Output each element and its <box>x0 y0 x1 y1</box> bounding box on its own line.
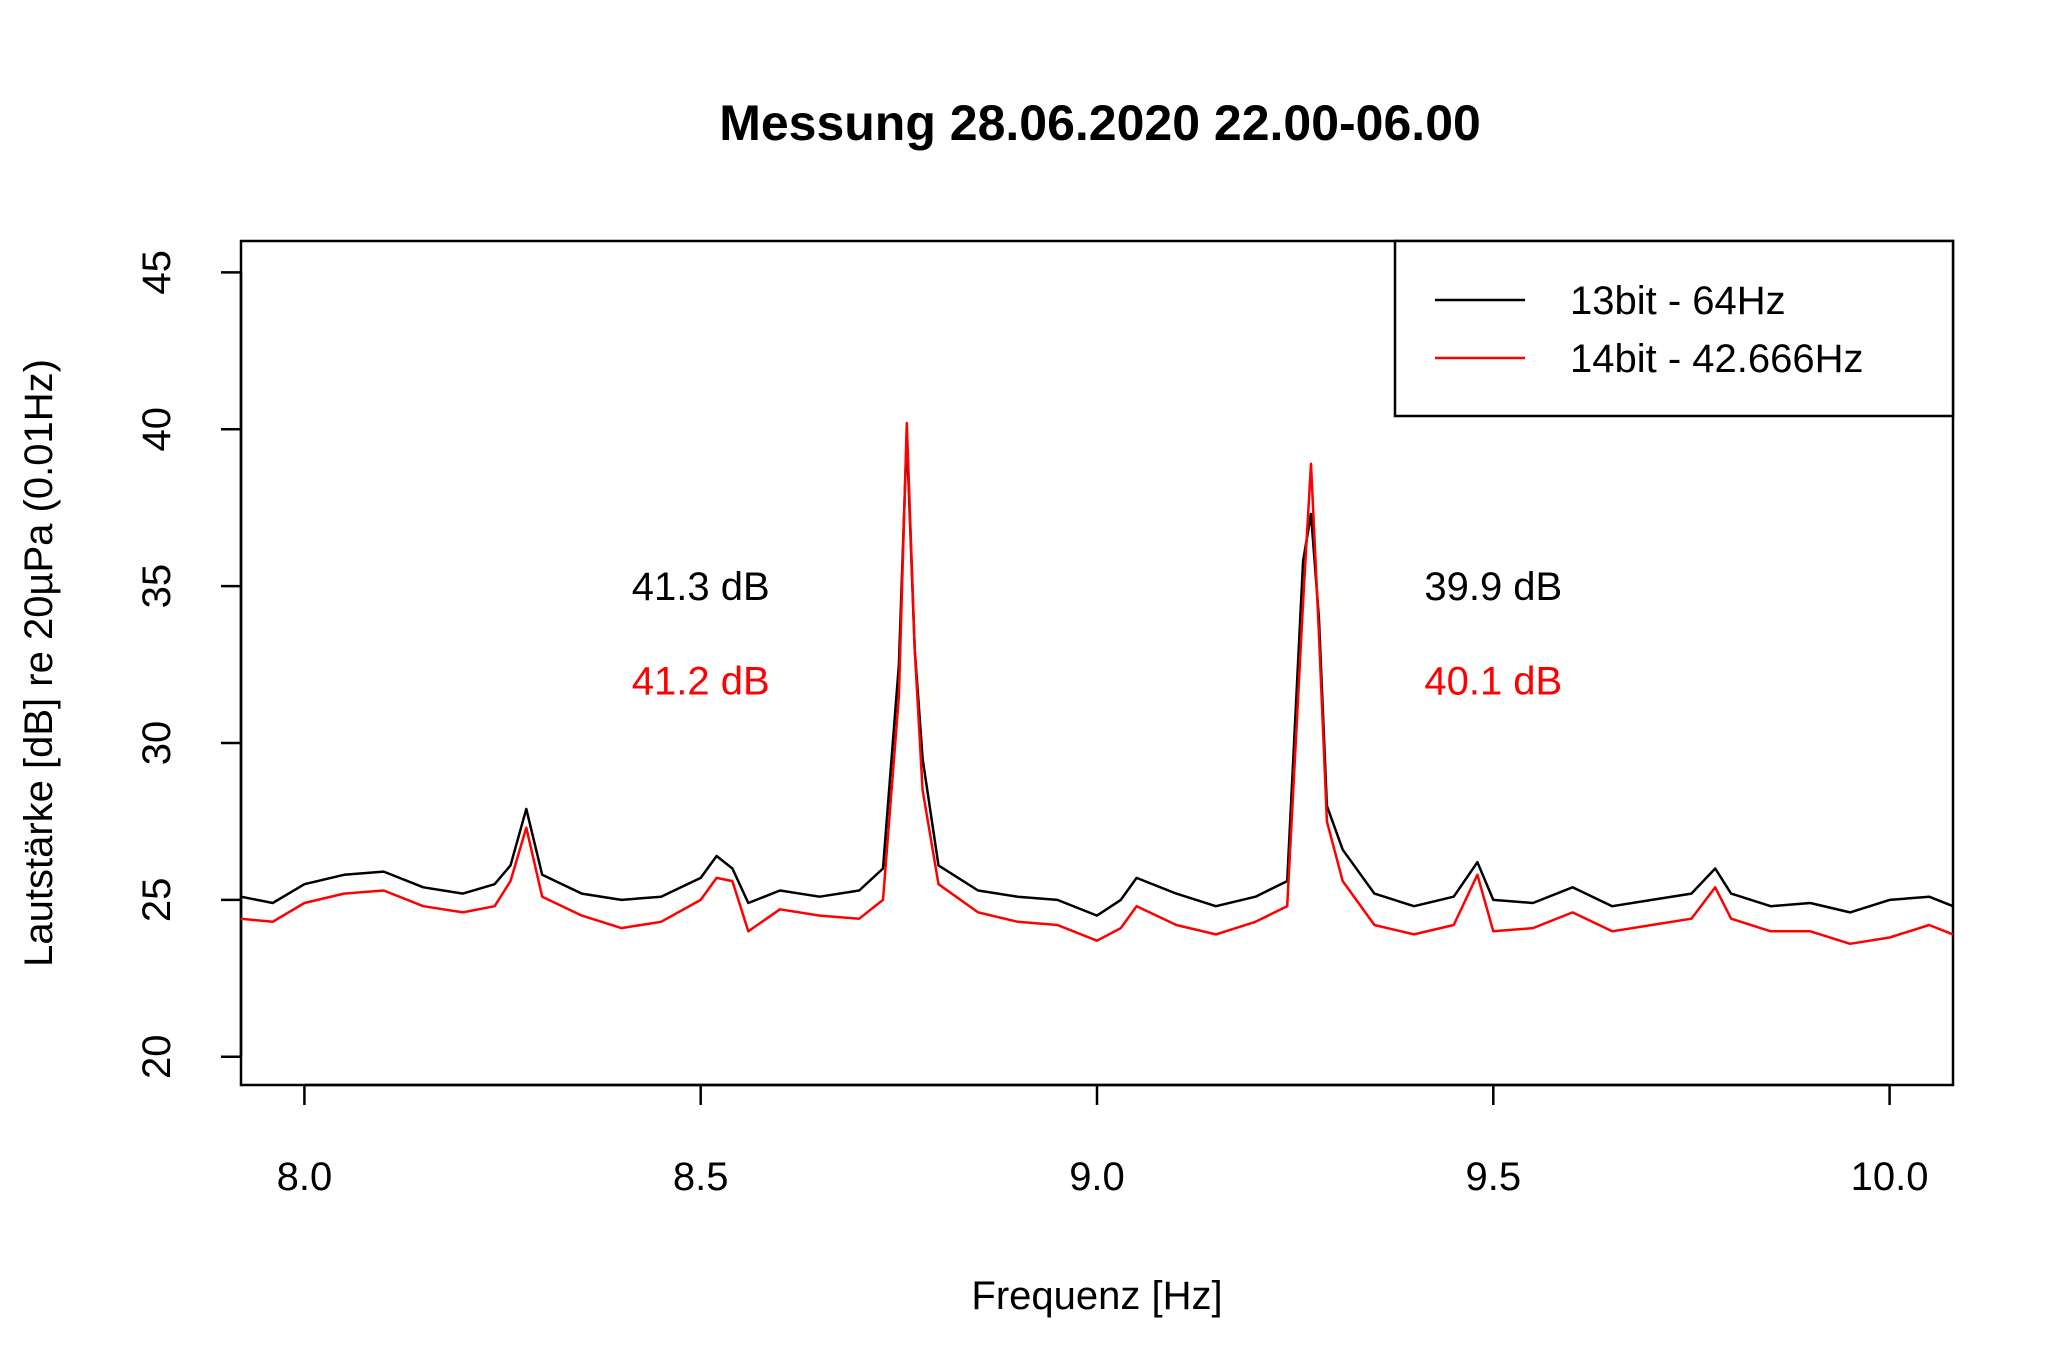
annotation-layer: 41.3 dB 41.2 dB 39.9 dB 40.1 dB <box>632 565 1562 703</box>
x-tick-label: 9.0 <box>1069 1155 1125 1199</box>
series-line-2 <box>240 421 1954 946</box>
x-tick-label: 8.0 <box>277 1155 333 1199</box>
y-tick-label: 30 <box>135 721 179 766</box>
series-layer <box>240 421 1954 946</box>
legend-box <box>1393 239 1955 418</box>
peak-annotation: 41.2 dB <box>632 659 770 703</box>
peak-annotation: 39.9 dB <box>1424 565 1562 609</box>
legend-label: 13bit - 64Hz <box>1570 279 1786 323</box>
x-tick-label: 10.0 <box>1851 1155 1929 1199</box>
y-tick-label: 40 <box>135 407 179 452</box>
x-tick-label: 8.5 <box>673 1155 729 1199</box>
x-tick-label: 9.5 <box>1465 1155 1521 1199</box>
legend: 13bit - 64Hz 14bit - 42.666Hz <box>1393 239 1955 418</box>
y-tick-label: 35 <box>135 564 179 609</box>
y-tick-label: 25 <box>135 878 179 923</box>
x-axis-label: Frequenz [Hz] <box>971 1274 1222 1318</box>
y-tick-label: 45 <box>135 250 179 295</box>
chart-title: Messung 28.06.2020 22.00-06.00 <box>719 95 1481 151</box>
series-line-1 <box>240 434 1954 917</box>
legend-label: 14bit - 42.666Hz <box>1570 337 1864 381</box>
peak-annotation: 41.3 dB <box>632 565 770 609</box>
y-axis: 20 25 30 35 40 45 <box>135 250 243 1080</box>
y-axis-label: Lautstärke [dB] re 20µPa (0.01Hz) <box>17 359 61 967</box>
peak-annotation: 40.1 dB <box>1424 659 1562 703</box>
y-tick-label: 20 <box>135 1035 179 1080</box>
x-axis: 8.0 8.5 9.0 9.5 10.0 <box>277 1083 1929 1199</box>
